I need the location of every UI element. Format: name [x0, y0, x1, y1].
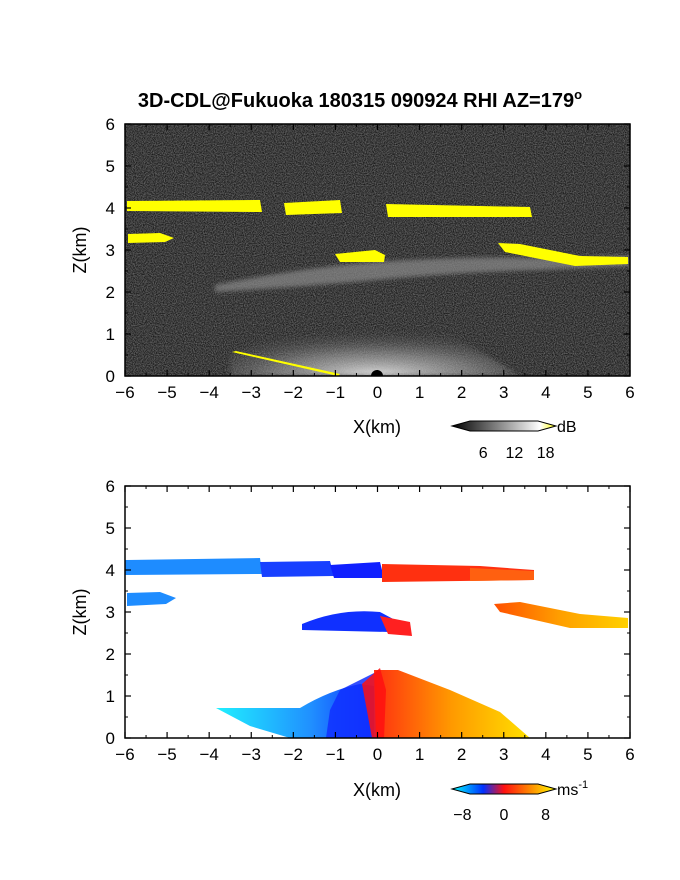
intensity-xtick-label: −1 — [326, 383, 345, 402]
velocity-layer-4km-west-dark — [260, 561, 334, 577]
boundary-layer — [230, 310, 520, 376]
intensity-ylabel: Z(km) — [70, 227, 90, 274]
velocity-xtick-label: −2 — [284, 745, 303, 764]
intensity-ytick-label: 3 — [106, 241, 115, 260]
velocity-colorbar-tick-label: −8 — [453, 807, 471, 824]
velocity-ytick-label: 6 — [106, 477, 115, 496]
intensity-xlabel: X(km) — [353, 417, 401, 437]
yellow-layer-4km-mid — [284, 200, 342, 215]
velocity-panel: −6 −5 −4 −3 −2 −1 0 1 2 3 4 5 6 0 1 2 3 4 5 6 X(km) Z(km) m… — [70, 477, 635, 824]
intensity-xtick-label: 3 — [499, 383, 508, 402]
velocity-bl-red-edge — [362, 668, 386, 738]
intensity-axes: −6 −5 −4 −3 −2 −1 0 1 2 3 4 5 6 0 1 2 3 4 5 6 — [106, 115, 635, 402]
velocity-ytick-label: 2 — [106, 645, 115, 664]
velocity-xtick-label: 1 — [415, 745, 424, 764]
yellow-patch-2.8km — [335, 250, 385, 262]
intensity-colorbar-tick-label: 18 — [537, 445, 555, 462]
velocity-bl-east — [374, 670, 530, 738]
intensity-xtick-label: −6 — [115, 383, 134, 402]
velocity-colorbar-tick-label: 8 — [541, 807, 550, 824]
velocity-ytick-label: 4 — [106, 561, 115, 580]
intensity-colorbar: dB 6 12 18 — [450, 419, 577, 462]
intensity-xtick-label: 4 — [541, 383, 550, 402]
velocity-xtick-label: −1 — [326, 745, 345, 764]
velocity-xtick-label: 0 — [373, 745, 382, 764]
velocity-ylabel: Z(km) — [70, 589, 90, 636]
velocity-patch-3km-west — [127, 592, 176, 606]
intensity-xtick-label: 2 — [457, 383, 466, 402]
velocity-xtick-label: −3 — [242, 745, 261, 764]
intensity-colorbar-tick-label: 6 — [479, 445, 488, 462]
velocity-ytick-label: 3 — [106, 603, 115, 622]
intensity-ytick-label: 2 — [106, 283, 115, 302]
velocity-patch-2.8km-red — [380, 616, 412, 636]
velocity-layer-3km-east — [494, 602, 628, 628]
intensity-xtick-label: 5 — [583, 383, 592, 402]
velocity-ytick-label: 1 — [106, 687, 115, 706]
velocity-colorbar-bar — [450, 783, 558, 795]
velocity-colorbar-unit: ms-1 — [557, 779, 588, 799]
intensity-ytick-label: 6 — [106, 115, 115, 134]
intensity-ytick-label: 5 — [106, 157, 115, 176]
intensity-colorbar-unit: dB — [557, 419, 577, 436]
aerosol-layer — [215, 256, 630, 292]
velocity-xlabel: X(km) — [353, 780, 401, 800]
velocity-xtick-label: −5 — [157, 745, 176, 764]
intensity-colorbar-bar — [450, 420, 558, 432]
intensity-xtick-label: −3 — [242, 383, 261, 402]
yellow-layer-4km-east — [386, 204, 532, 217]
velocity-axes: −6 −5 −4 −3 −2 −1 0 1 2 3 4 5 6 0 1 2 3 4 5 6 — [106, 477, 635, 764]
intensity-ytick-label: 1 — [106, 325, 115, 344]
velocity-ytick-label: 0 — [106, 729, 115, 748]
velocity-xtick-label: −4 — [199, 745, 218, 764]
velocity-xtick-label: 4 — [541, 745, 550, 764]
velocity-colorbar: ms-1 −8 0 8 — [450, 779, 588, 824]
ground-echo — [232, 351, 340, 376]
intensity-xtick-label: 6 — [625, 383, 634, 402]
yellow-layer-4km-west — [127, 200, 262, 212]
intensity-xtick-label: −2 — [284, 383, 303, 402]
intensity-ytick-label: 4 — [106, 199, 115, 218]
intensity-xtick-label: −4 — [199, 383, 218, 402]
velocity-xtick-label: −6 — [115, 745, 134, 764]
intensity-xtick-label: 0 — [373, 383, 382, 402]
intensity-ytick-label: 0 — [106, 367, 115, 386]
intensity-colorbar-tick-label: 12 — [506, 445, 524, 462]
intensity-xtick-label: −5 — [157, 383, 176, 402]
velocity-xtick-label: 5 — [583, 745, 592, 764]
velocity-layer-4km-mid — [330, 562, 384, 578]
velocity-xtick-label: 2 — [457, 745, 466, 764]
intensity-xtick-label: 1 — [415, 383, 424, 402]
velocity-layer-4km-east-orange — [470, 568, 534, 581]
velocity-colorbar-tick-label: 0 — [500, 807, 509, 824]
velocity-ytick-label: 5 — [106, 519, 115, 538]
yellow-layer-3km-east — [498, 243, 628, 266]
velocity-xtick-label: 3 — [499, 745, 508, 764]
yellow-patch-3km-west — [128, 233, 174, 243]
velocity-patch-2.8km — [302, 611, 395, 632]
velocity-layer-4km-west — [125, 558, 262, 575]
figure-title: 3D-CDL@Fukuoka 180315 090924 RHI AZ=179o — [138, 87, 582, 112]
velocity-xtick-label: 6 — [625, 745, 634, 764]
